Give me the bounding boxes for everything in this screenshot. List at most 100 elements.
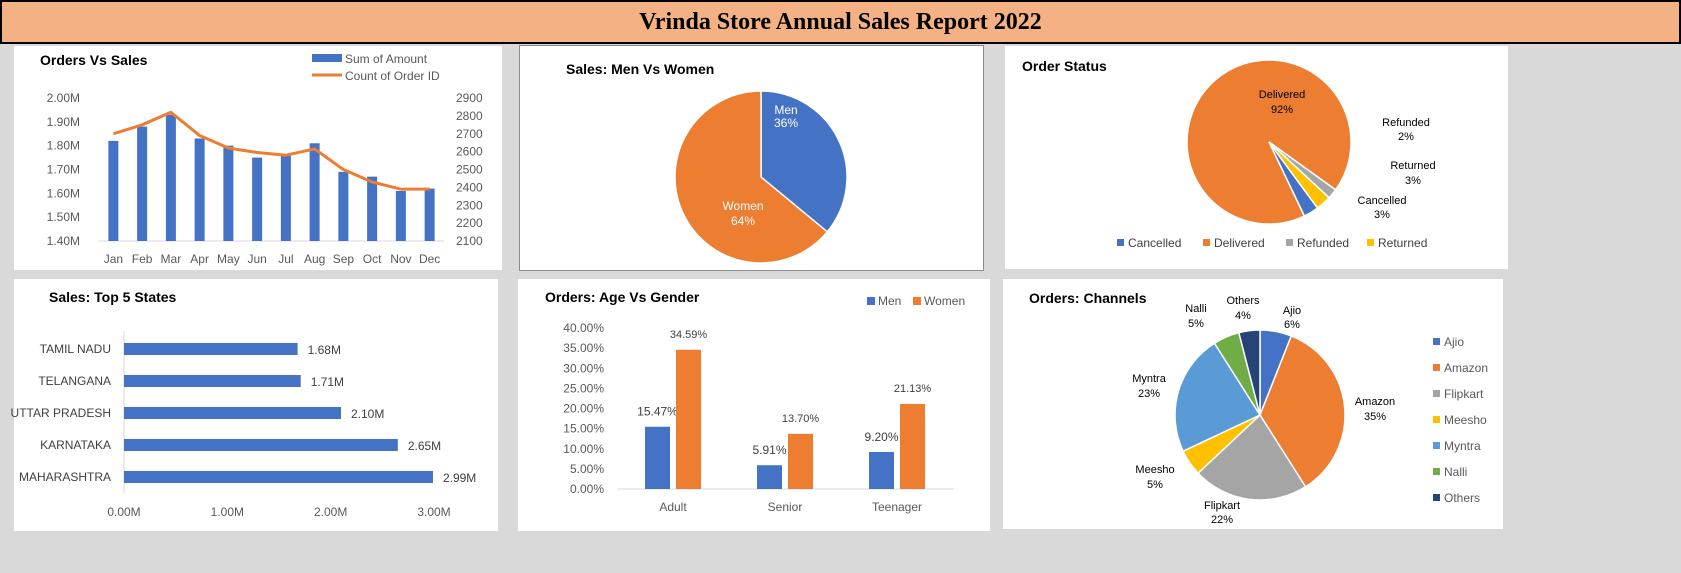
x-tick-label: Mar	[161, 252, 182, 266]
slice-value-flipkart: 22%	[1211, 514, 1233, 526]
x-tick-label: Jan	[104, 252, 123, 266]
legend-swatch-cancelled	[1117, 239, 1124, 246]
y-tick-label: 0.00%	[570, 482, 604, 496]
legend-label-flipkart: Flipkart	[1444, 387, 1484, 401]
left-tick-label: 1.40M	[47, 234, 80, 248]
slice-value-others: 4%	[1235, 310, 1251, 322]
slice-value-amazon: 35%	[1364, 411, 1386, 423]
bar-senior-men	[757, 465, 782, 489]
state-label-uttar-pradesh: UTTAR PRADESH	[11, 406, 111, 420]
y-tick-label: 10.00%	[563, 442, 604, 456]
bar-may	[223, 145, 234, 241]
slice-value-refunded: 2%	[1398, 131, 1414, 143]
bar-maharashtra	[124, 471, 433, 483]
slice-label-nalli: Nalli	[1185, 303, 1206, 315]
chart-title: Orders: Age Vs Gender	[545, 289, 700, 305]
bar-aug	[309, 143, 320, 241]
bar-apr	[194, 138, 205, 241]
right-tick-label: 2300	[456, 198, 483, 212]
slice-label-men: Men	[774, 103, 797, 117]
slice-value-women: 64%	[731, 214, 755, 228]
legend-swatch-refunded	[1286, 239, 1293, 246]
y-tick-label: 30.00%	[563, 361, 604, 375]
slice-value-men: 36%	[774, 116, 798, 130]
pie-slice-men	[760, 90, 848, 233]
top5-states-chart: Sales: Top 5 States TAMIL NADU 1.68M TELANG…	[11, 289, 477, 519]
legend-swatch-others	[1433, 494, 1440, 501]
right-tick-label: 2200	[456, 216, 483, 230]
bar-adult-men	[645, 426, 670, 489]
y-tick-label: 25.00%	[563, 381, 604, 395]
report-title: Vrinda Store Annual Sales Report 2022	[639, 8, 1042, 35]
bar-dec	[424, 188, 435, 241]
slice-value-meesho: 5%	[1147, 479, 1163, 491]
x-tick-label: Senior	[768, 500, 803, 514]
x-tick-label: Adult	[659, 500, 687, 514]
pie-slice-women	[674, 90, 829, 264]
series-line-count-of-order-id	[112, 110, 430, 191]
legend-label-ajio: Ajio	[1444, 335, 1464, 349]
slice-value-ajio: 6%	[1284, 319, 1300, 331]
x-tick-label: 3.00M	[417, 505, 450, 519]
x-tick-label: Dec	[419, 252, 440, 266]
slice-value-delivered: 92%	[1271, 104, 1293, 116]
left-tick-label: 1.50M	[47, 210, 80, 224]
x-tick-label: Feb	[132, 252, 153, 266]
bar-sep	[338, 171, 349, 241]
x-tick-label: Sep	[333, 252, 355, 266]
bar-senior-women	[788, 433, 813, 489]
slice-label-others: Others	[1226, 295, 1260, 307]
bar-karnataka	[124, 439, 398, 451]
left-tick-label: 1.60M	[47, 186, 80, 200]
state-label-tamil-nadu: TAMIL NADU	[40, 342, 111, 356]
x-tick-label: Jul	[278, 252, 293, 266]
bar-feb	[137, 126, 148, 241]
bar-adult-women	[676, 349, 701, 489]
x-tick-label: Apr	[190, 252, 209, 266]
slice-label-amazon: Amazon	[1355, 396, 1395, 408]
bar-value-tamil-nadu: 1.68M	[308, 343, 341, 357]
slice-label-refunded: Refunded	[1382, 117, 1430, 129]
bar-uttar-pradesh	[124, 407, 341, 419]
x-tick-label: Teenager	[872, 500, 922, 514]
right-tick-label: 2900	[456, 91, 483, 105]
left-tick-label: 1.90M	[47, 115, 80, 129]
legend-label-sum-of-amount: Sum of Amount	[345, 52, 428, 66]
right-tick-label: 2600	[456, 145, 483, 159]
y-tick-label: 15.00%	[563, 422, 604, 436]
right-tick-label: 2100	[456, 234, 483, 248]
legend-label-cancelled: Cancelled	[1128, 236, 1181, 250]
pie-slice-myntra	[1174, 342, 1262, 453]
report-banner: Vrinda Store Annual Sales Report 2022	[0, 0, 1681, 44]
state-label-telangana: TELANGANA	[38, 374, 111, 388]
panel-men-vs-women: Sales: Men Vs Women Men 36% Women 64%	[519, 45, 984, 271]
x-tick-label: 2.00M	[314, 505, 347, 519]
right-tick-label: 2800	[456, 109, 483, 123]
bar-nov	[395, 190, 406, 241]
legend-label-delivered: Delivered	[1214, 236, 1265, 250]
bar-tamil-nadu	[124, 343, 298, 355]
slice-value-myntra: 23%	[1138, 388, 1160, 400]
slice-label-meesho: Meesho	[1135, 464, 1174, 476]
right-tick-label: 2400	[456, 180, 483, 194]
legend-swatch-returned	[1367, 239, 1374, 246]
orders-vs-sales-chart: Orders Vs Sales Sum of Amount Count of Ord…	[40, 52, 483, 266]
chart-title: Order Status	[1022, 58, 1107, 74]
bar-jan	[108, 140, 119, 241]
slice-label-myntra: Myntra	[1132, 373, 1167, 385]
x-tick-label: Jun	[247, 252, 266, 266]
legend-label-returned: Returned	[1378, 236, 1427, 250]
x-tick-label: Aug	[304, 252, 325, 266]
bar-telangana	[124, 375, 301, 387]
channels-chart: Orders: Channels Ajio 6% Amazon 35% Flipkart 2…	[1029, 290, 1488, 526]
slice-value-returned: 3%	[1405, 175, 1421, 187]
legend-swatch-myntra	[1433, 442, 1440, 449]
legend-swatch-meesho	[1433, 416, 1440, 423]
legend-label-amazon: Amazon	[1444, 361, 1488, 375]
legend-label-meesho: Meesho	[1444, 413, 1487, 427]
x-tick-label: May	[217, 252, 240, 266]
slice-label-flipkart: Flipkart	[1204, 500, 1240, 512]
pie-slice-flipkart	[1196, 413, 1307, 501]
y-tick-label: 5.00%	[570, 462, 604, 476]
slice-label-returned: Returned	[1390, 160, 1435, 172]
